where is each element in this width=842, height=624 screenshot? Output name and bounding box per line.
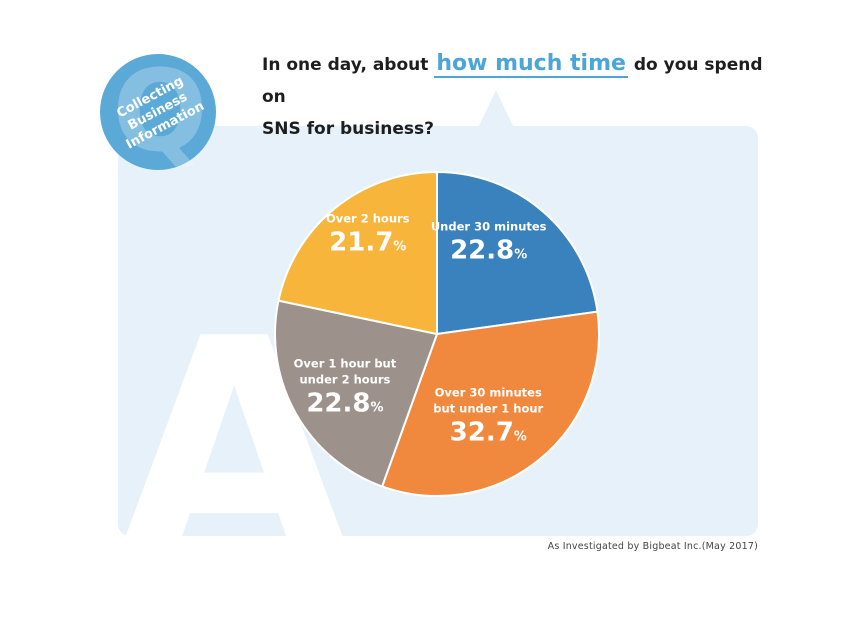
- pie-chart: [274, 170, 600, 497]
- slice-value-number: 32.7: [449, 417, 514, 448]
- slice-value-number: 21.7: [329, 227, 394, 258]
- pie-slice: [274, 299, 439, 488]
- slice-value-unit: %: [393, 239, 407, 255]
- slice-label: Over 30 minutes but under 1 hour 32.7%: [433, 385, 543, 454]
- slice-label: Over 2 hours 21.7%: [326, 210, 410, 263]
- slice-label: Under 30 minutes 22.8%: [431, 219, 547, 272]
- slice-label-line: Over 30 minutes: [434, 385, 542, 400]
- q-badge-icon: Q: [100, 52, 216, 172]
- source-note: As Investigated by Bigbeat Inc.(May 2017…: [547, 541, 758, 552]
- question-text-after: do you spend on: [262, 55, 763, 107]
- slice-value: 22.8%: [306, 387, 383, 424]
- slice-value-unit: %: [370, 400, 384, 416]
- slice-label-line: but under 1 hour: [433, 401, 544, 416]
- slice-value-unit: %: [513, 429, 527, 445]
- slice-value: 32.7%: [450, 417, 527, 454]
- slice-label: Over 1 hour but under 2 hours 22.8%: [294, 355, 397, 424]
- slice-value: 22.8%: [450, 235, 527, 272]
- slice-value-number: 22.8: [306, 388, 371, 419]
- slice-value-number: 22.8: [450, 235, 515, 266]
- question-title: In one day, about how much time do you s…: [262, 48, 782, 145]
- question-line-2: SNS for business?: [262, 119, 434, 139]
- question-highlight: how much time: [434, 51, 628, 78]
- slice-value-unit: %: [514, 247, 528, 263]
- slice-value: 21.7%: [329, 226, 406, 263]
- pie-slice: [380, 310, 600, 497]
- question-text-before: In one day, about: [262, 55, 435, 75]
- badge-q-letter: Q: [112, 52, 207, 172]
- slice-label-line: Over 1 hour but: [293, 356, 397, 371]
- pie-slice: [277, 170, 438, 336]
- pie-slice: [436, 170, 599, 336]
- speech-pointer: [478, 90, 514, 128]
- slice-label-line: Under 30 minutes: [430, 219, 547, 234]
- slice-label-line: Over 2 hours: [325, 211, 410, 226]
- slice-label-line: under 2 hours: [299, 372, 391, 387]
